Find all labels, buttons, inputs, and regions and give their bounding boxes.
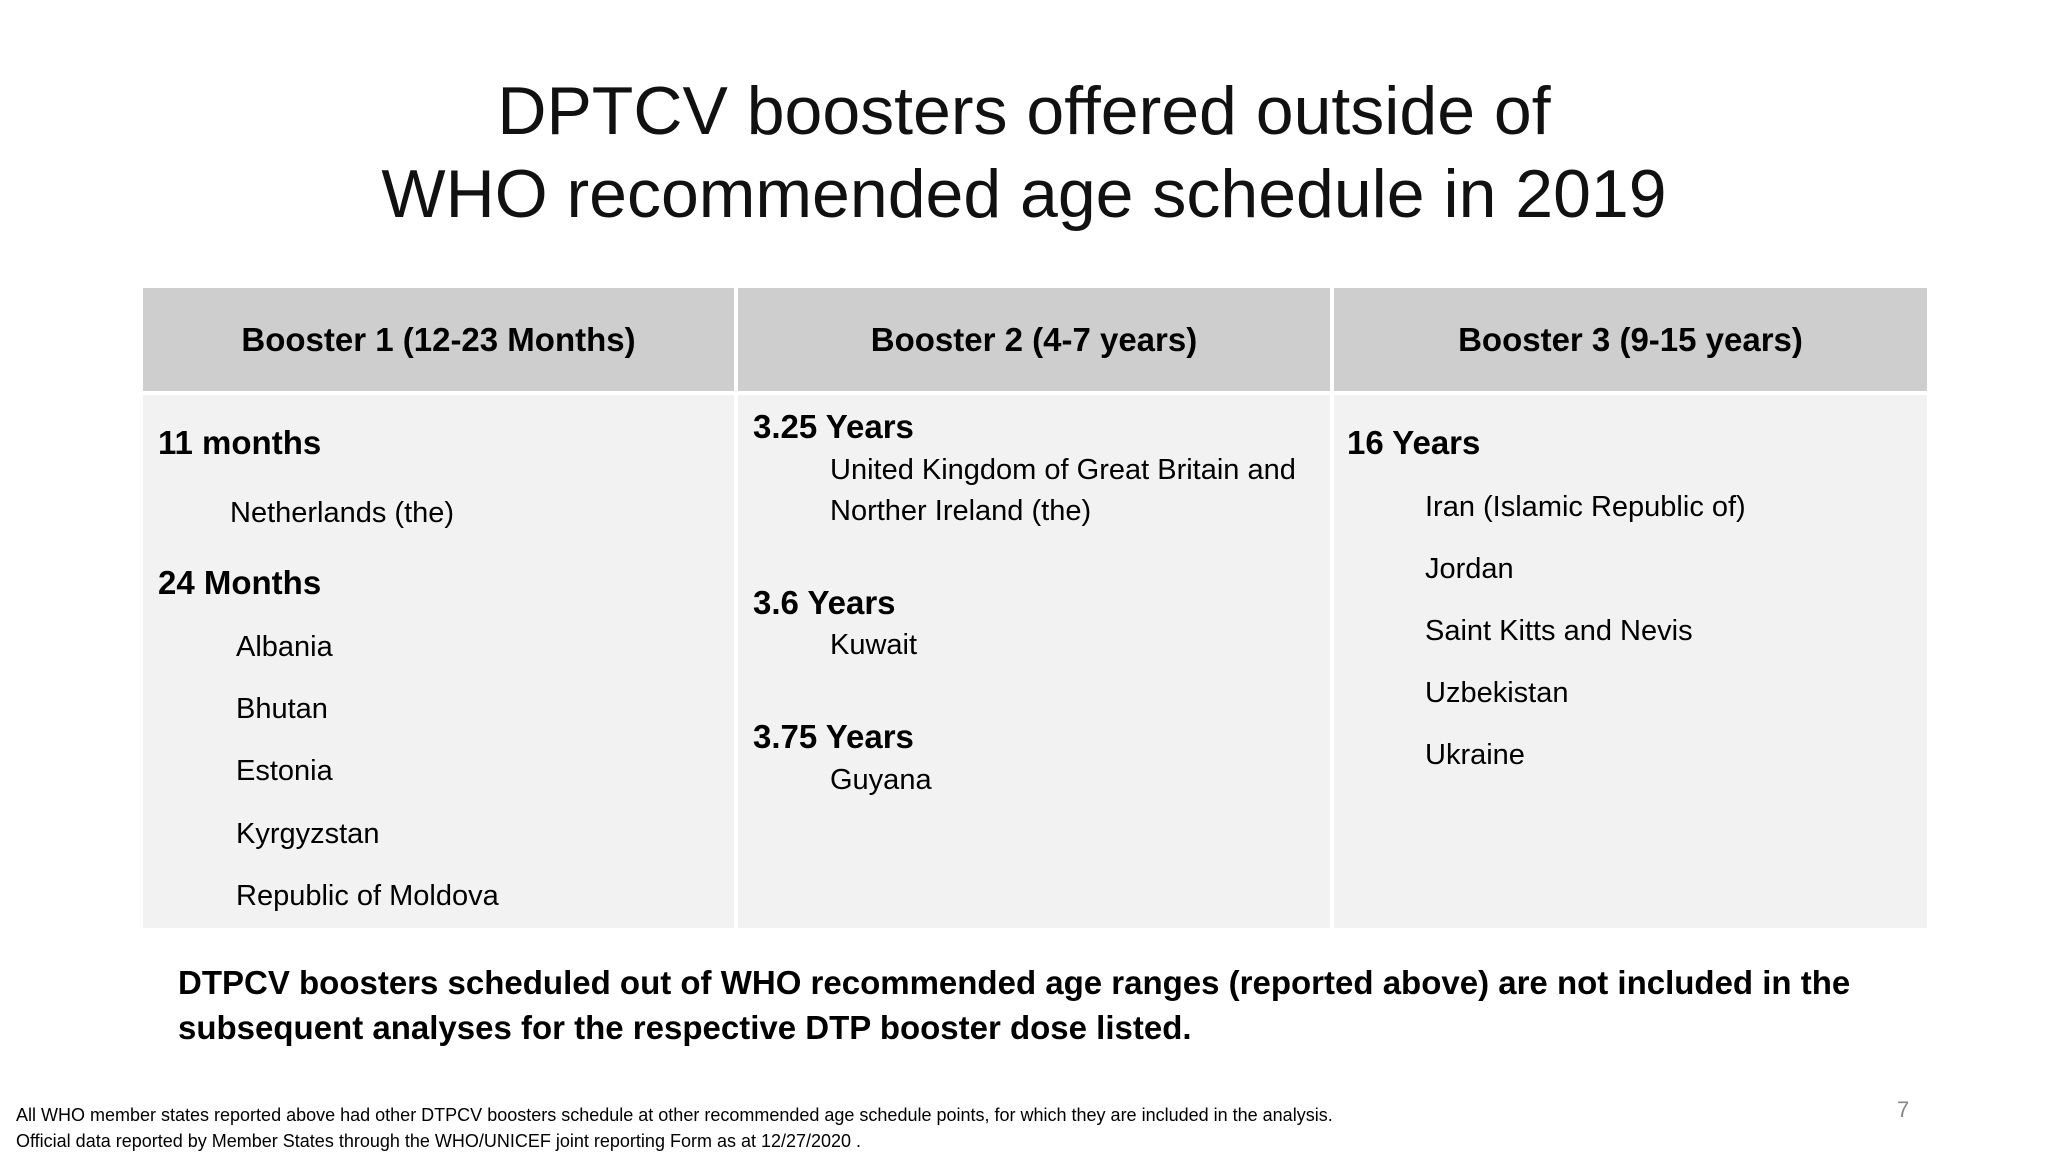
footnote: Official data reported by Member States … [16, 1131, 862, 1151]
country: Netherlands (the) [230, 497, 455, 529]
body-cell [143, 395, 734, 928]
country: Republic of Moldova [236, 880, 499, 912]
group-label: 3.75 Years [753, 718, 914, 755]
country: Jordan [1425, 553, 1514, 585]
note-line: DTPCV boosters scheduled out of WHO reco… [178, 964, 1851, 1001]
title-line: WHO recommended age schedule in 2019 [381, 156, 1667, 232]
country: Albania [236, 631, 333, 663]
country: Uzbekistan [1425, 677, 1569, 709]
page-number: 7 [1897, 1097, 1910, 1122]
country: Iran (Islamic Republic of) [1425, 491, 1746, 523]
group-label: 3.6 Years [753, 584, 896, 621]
title-line: DPTCV boosters offered outside of [497, 73, 1551, 149]
country: United Kingdom of Great Britain and Nort… [830, 454, 1296, 527]
country: Guyana [830, 764, 932, 796]
body-cell [738, 395, 1330, 928]
footnote: All WHO member states reported above had… [16, 1105, 1333, 1125]
body-cell [1334, 395, 1927, 928]
country: Kuwait [830, 629, 918, 661]
header-cell: Booster 2 (4-7 years) [738, 288, 1330, 391]
group-label: 3.25 Years [753, 408, 914, 445]
header-cell: Booster 1 (12-23 Months) [143, 288, 734, 391]
country: Saint Kitts and Nevis [1425, 615, 1693, 647]
group-label: 24 Months [158, 564, 322, 601]
note-line: subsequent analyses for the respective D… [178, 1009, 1192, 1046]
country: Kyrgyzstan [236, 818, 380, 850]
group-label: 11 months [158, 424, 322, 461]
header-cell: Booster 3 (9-15 years) [1334, 288, 1927, 391]
country: Ukraine [1425, 739, 1525, 771]
country: Bhutan [236, 693, 328, 725]
country: Estonia [236, 755, 333, 787]
group-label: 16 Years [1347, 424, 1481, 461]
